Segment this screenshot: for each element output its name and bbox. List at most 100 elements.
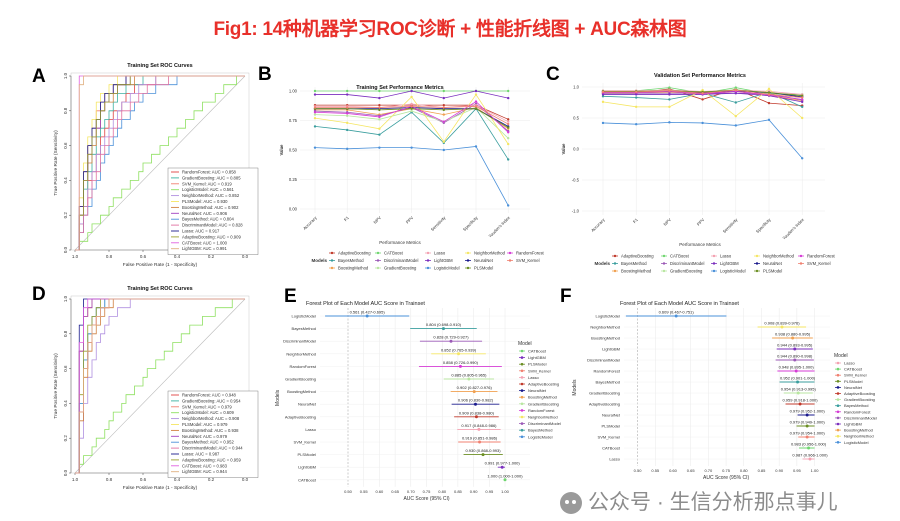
legend-item: NeighborMethod: [844, 434, 874, 439]
ci-label: 0.979 (0.949-1.000): [790, 420, 826, 425]
ci-label: 0.944 (0.890-0.998): [777, 354, 813, 359]
legend-item: CATBoost: [384, 251, 404, 256]
legend-item: RandomForest: [528, 408, 555, 413]
legend-swatch-point: [836, 404, 840, 408]
x-tick-label: 0.80: [740, 468, 749, 473]
ci-label: 0.561 (0.427-0.695): [350, 310, 386, 315]
data-point: [635, 105, 638, 109]
y-axis-label: Value: [279, 144, 284, 156]
chart-title: Validation Set Performance Metrics: [654, 73, 746, 79]
x-tick-label: Specificity: [462, 215, 480, 233]
legend-item: Lasso: AUC = 0.987: [182, 452, 220, 457]
data-point: [313, 93, 317, 96]
data-point: [801, 100, 804, 104]
legend-swatch-point: [799, 262, 803, 265]
legend-item: SVM_Kernel: [528, 368, 551, 373]
data-point: [442, 103, 445, 107]
legend-item: SVM_Kernel: [807, 261, 831, 266]
x-tick-label: 0.0: [242, 477, 249, 482]
data-point: [507, 96, 510, 100]
legend-swatch-point: [466, 266, 470, 270]
y-tick-label: 0.0: [573, 147, 579, 152]
data-point: [442, 108, 445, 112]
metrics-panel-b: Training Set Performance Metrics 0.00 0.25…: [279, 85, 545, 271]
panel-label-b: B: [258, 64, 272, 85]
legend-item: NeuralNet: AUC = 0.979: [182, 434, 228, 439]
auc-point: [472, 390, 476, 394]
data-point: [346, 89, 349, 93]
ci-label: 0.930 (0.868-0.993): [465, 448, 501, 453]
legend-title: Model: [518, 341, 532, 347]
data-point: [378, 115, 381, 119]
row-label: PLSModel: [602, 424, 621, 429]
legend-swatch-point: [662, 262, 666, 265]
x-tick-label: 0.0: [242, 254, 249, 259]
legend-swatch-point: [662, 254, 666, 258]
data-point: [801, 116, 804, 120]
auc-point: [796, 380, 800, 384]
y-tick-label: 1.00: [289, 89, 298, 94]
data-point: [378, 103, 381, 107]
legend-swatch-point: [613, 269, 617, 273]
legend-item: GradientBoosting: [528, 401, 559, 406]
legend-swatch-point: [836, 367, 840, 371]
data-point: [767, 87, 771, 91]
row-label: CATBoost: [602, 446, 621, 451]
legend-swatch-point: [508, 251, 512, 255]
legend-item: AdaptiveBoosting: [844, 391, 875, 396]
legend-swatch-point: [836, 410, 840, 414]
x-tick-label: 0.2: [208, 254, 215, 259]
legend-title: Models: [594, 261, 610, 266]
legend-item: PLSModel: AUC = 0.930: [182, 199, 228, 204]
data-point: [635, 96, 638, 99]
plot-frame: [70, 295, 250, 474]
ci-label: 0.908 (0.839-0.976): [764, 321, 800, 326]
x-tick-label: PPV: [405, 215, 415, 225]
data-point: [507, 131, 510, 134]
panel-label-c: C: [546, 64, 560, 85]
data-point: [474, 89, 478, 93]
legend-item: GradientBoosting: [384, 266, 417, 271]
ci-label: 0.828 (0.729-0.927): [433, 335, 469, 340]
y-tick-label: 0.50: [289, 148, 298, 153]
legend-item: NeuralNet: [528, 388, 547, 393]
data-point: [378, 108, 381, 112]
x-tick-label: 0.8: [106, 254, 113, 259]
legend-swatch-point: [712, 269, 716, 273]
legend-item: LogisticModel: AUC = 0.609: [182, 410, 234, 415]
data-point: [410, 107, 413, 110]
legend-item: RandomForest: [844, 409, 871, 414]
auc-point: [798, 402, 802, 406]
row-label: RandomForest: [594, 369, 621, 374]
auc-point: [478, 440, 482, 444]
legend-item: NeuralNet: [763, 261, 783, 266]
legend-swatch-point: [520, 415, 524, 419]
row-label: LightGBM: [298, 465, 316, 470]
watermark-text: 公众号 · 生信分析那点事儿: [588, 491, 838, 514]
legend-title: Model: [834, 353, 848, 359]
legend-item: DiscriminantModel: [384, 258, 419, 263]
row-label: CATBoost: [298, 477, 317, 482]
legend-item: NeuralNet: AUC = 0.906: [182, 211, 228, 216]
row-label: AdaptiveBoosting: [589, 402, 620, 407]
row-label: PLSModel: [298, 452, 317, 457]
x-tick-label: 0.50: [344, 489, 353, 494]
legend-item: NeighborMethod: [474, 251, 506, 256]
legend-item: BayesMethod: [338, 258, 364, 263]
data-point: [442, 89, 445, 93]
legend-item: LogisticModel: AUC = 0.561: [182, 187, 234, 192]
legend-item: BayesMethod: [621, 261, 647, 266]
auc-point: [473, 402, 477, 406]
x-tick-label: F1: [632, 217, 639, 224]
ci-label: 0.917 (0.848-0.986): [461, 423, 497, 428]
data-point: [346, 112, 349, 115]
legend-item: LogisticModel: [844, 440, 869, 445]
data-point: [635, 93, 638, 96]
auc-point: [467, 377, 471, 381]
x-tick-label: 0.85: [758, 468, 767, 473]
x-tick-label: 0.55: [360, 489, 369, 494]
data-point: [313, 106, 317, 109]
auc-point: [477, 427, 481, 431]
legend-item: GradientBoosting: AUC = 0.954: [182, 398, 241, 403]
data-point: [801, 96, 804, 99]
